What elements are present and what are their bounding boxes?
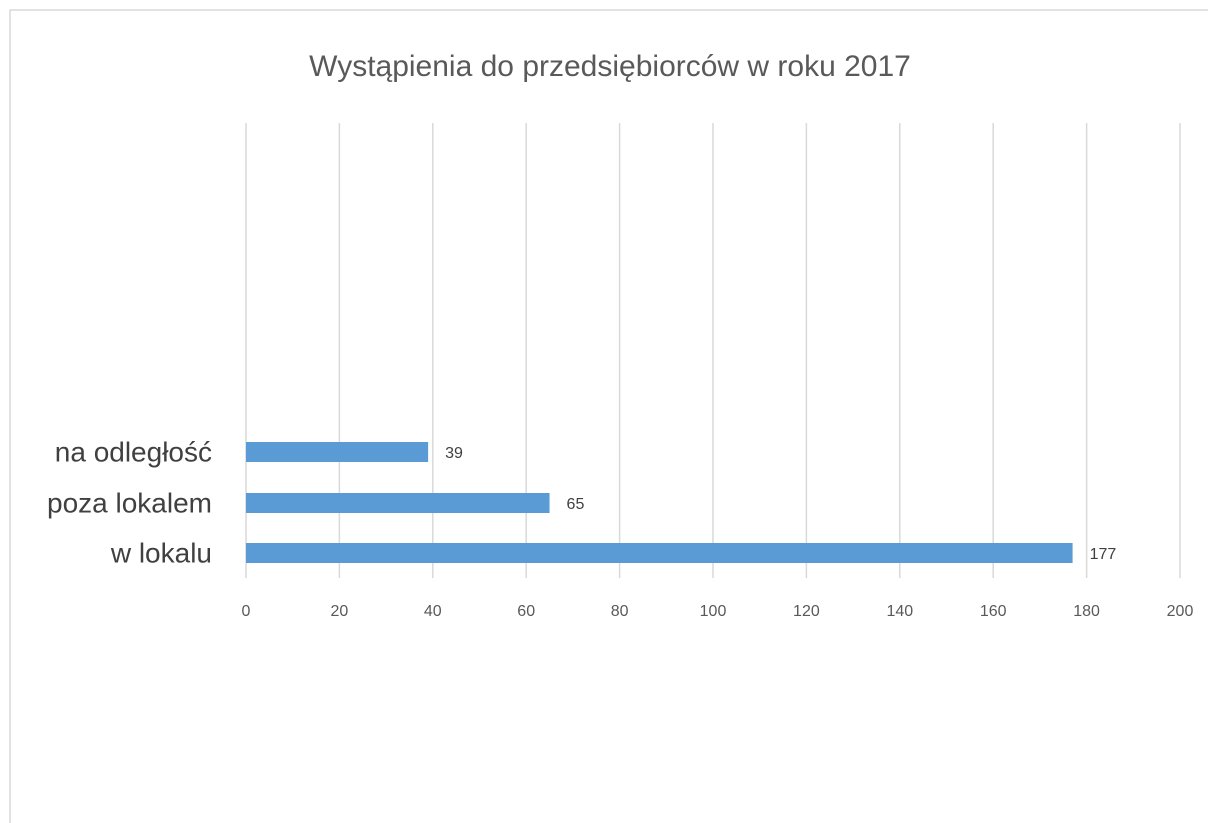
chart-border — [9, 9, 1208, 823]
x-tick-label: 100 — [700, 603, 727, 620]
x-tick-label: 180 — [1073, 603, 1100, 620]
data-label: 65 — [567, 496, 585, 513]
x-tick-label: 40 — [424, 603, 442, 620]
bar — [246, 543, 1073, 563]
x-tick-label: 80 — [611, 603, 629, 620]
y-tick-label: w lokalu — [110, 537, 212, 568]
x-tick-label: 20 — [331, 603, 349, 620]
x-tick-label: 200 — [1167, 603, 1194, 620]
x-tick-label: 140 — [886, 603, 913, 620]
x-tick-label: 60 — [517, 603, 535, 620]
data-label: 39 — [445, 445, 463, 462]
x-tick-label: 120 — [793, 603, 820, 620]
bar — [246, 442, 429, 462]
y-tick-label: poza lokalem — [47, 487, 212, 518]
chart-title: Wystąpienia do przedsiębiorców w roku 20… — [309, 50, 911, 83]
data-label: 177 — [1090, 546, 1117, 563]
y-tick-label: na odległość — [55, 436, 212, 467]
bar — [246, 493, 550, 513]
x-tick-label: 0 — [242, 603, 251, 620]
x-tick-label: 160 — [980, 603, 1007, 620]
